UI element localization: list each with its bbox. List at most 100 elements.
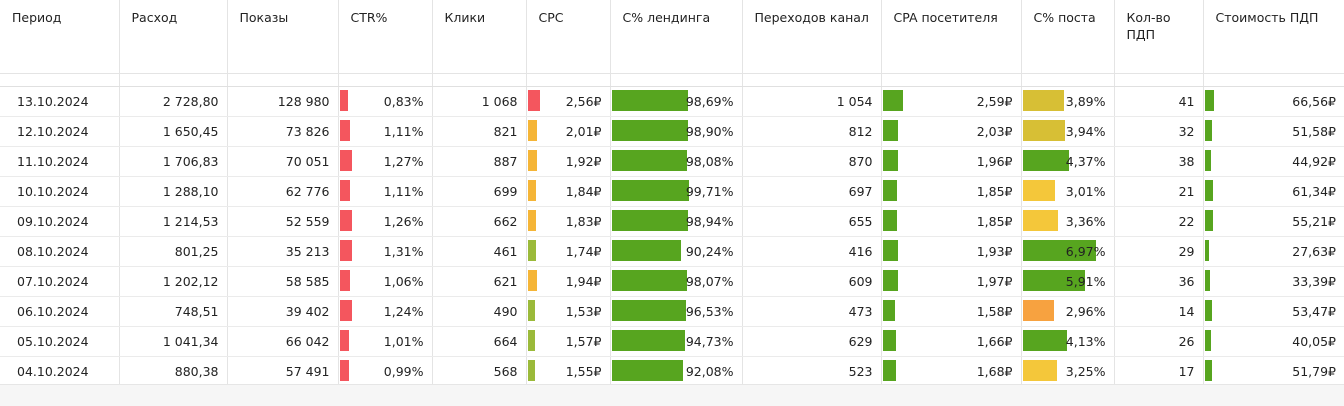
column-header-pdp-count[interactable]: Кол-во ПДП <box>1114 0 1204 74</box>
cell-pdp-count: 29 <box>1114 236 1204 267</box>
header-spacer <box>526 73 611 87</box>
table-row[interactable]: 05.10.2024 1 041,34 66 042 1,01% 664 1,57₽ 94,… <box>0 326 1344 357</box>
cell-pdp-cost: 51,79₽ <box>1203 356 1344 384</box>
column-header-landing[interactable]: С% лендинга <box>610 0 743 74</box>
data-bar-landing <box>611 180 689 201</box>
cell-cpc: 1,57₽ <box>526 326 611 357</box>
cell-cpa: 1,96₽ <box>881 146 1022 177</box>
cell-value: 3,94% <box>1065 124 1106 139</box>
cell-value: 55,21₽ <box>1292 214 1336 229</box>
cell-value: 1,68₽ <box>976 364 1013 379</box>
cell-value: 1,66₽ <box>976 334 1013 349</box>
column-header-impressions[interactable]: Показы <box>227 0 339 74</box>
header-spacer <box>227 73 339 87</box>
cell-clicks: 887 <box>432 146 527 177</box>
table-row[interactable]: 13.10.2024 2 728,80 128 980 0,83% 1 068 2,56₽… <box>0 86 1344 117</box>
column-header-cpc[interactable]: CPC <box>526 0 611 74</box>
cell-value: 96,53% <box>685 304 734 319</box>
table-row[interactable]: 07.10.2024 1 202,12 58 585 1,06% 621 1,94₽ 98,… <box>0 266 1344 297</box>
cell-value: 27,63₽ <box>1292 244 1336 259</box>
header-spacer <box>1021 73 1115 87</box>
table-row[interactable]: 09.10.2024 1 214,53 52 559 1,26% 662 1,83₽ 98,… <box>0 206 1344 237</box>
data-bar-post <box>1022 90 1064 111</box>
table-row[interactable]: 06.10.2024 748,51 39 402 1,24% 490 1,53₽ 96,53… <box>0 296 1344 327</box>
table-row[interactable]: 11.10.2024 1 706,83 70 051 1,27% 887 1,92₽ 98,… <box>0 146 1344 177</box>
cell-value: 3,01% <box>1065 184 1106 199</box>
data-bar-post <box>1022 270 1085 291</box>
cell-value: 66,56₽ <box>1292 94 1336 109</box>
cell-pdp-count: 22 <box>1114 206 1204 237</box>
data-bar-pdp-cost <box>1204 330 1211 351</box>
column-header-ctr[interactable]: CTR% <box>338 0 433 74</box>
cell-impressions: 62 776 <box>227 176 339 207</box>
cell-value: 1,94₽ <box>565 274 602 289</box>
cell-spend: 1 650,45 <box>119 116 228 147</box>
cell-clicks: 821 <box>432 116 527 147</box>
cell-landing: 94,73% <box>610 326 743 357</box>
bottom-strip <box>0 385 1344 406</box>
data-bar-post <box>1022 150 1069 171</box>
cell-cpa: 2,59₽ <box>881 86 1022 117</box>
cell-landing: 99,71% <box>610 176 743 207</box>
cell-value: 98,69% <box>685 94 734 109</box>
data-bar-ctr <box>339 150 352 171</box>
header-spacer <box>119 73 228 87</box>
table-row[interactable]: 12.10.2024 1 650,45 73 826 1,11% 821 2,01₽ 98,… <box>0 116 1344 147</box>
cell-ctr: 1,11% <box>338 116 433 147</box>
table-row[interactable]: 08.10.2024 801,25 35 213 1,31% 461 1,74₽ 90,24… <box>0 236 1344 267</box>
cell-transitions: 870 <box>742 146 882 177</box>
column-header-post[interactable]: С% поста <box>1021 0 1115 74</box>
cell-spend: 1 041,34 <box>119 326 228 357</box>
data-bar-ctr <box>339 360 349 381</box>
data-bar-ctr <box>339 300 352 321</box>
data-bar-landing <box>611 240 681 261</box>
cell-transitions: 1 054 <box>742 86 882 117</box>
cell-landing: 98,07% <box>610 266 743 297</box>
data-bar-ctr <box>339 330 349 351</box>
table-row[interactable]: 10.10.2024 1 288,10 62 776 1,11% 699 1,84₽ 99,… <box>0 176 1344 207</box>
cell-post: 4,13% <box>1021 326 1115 357</box>
cell-clicks: 490 <box>432 296 527 327</box>
cell-landing: 98,08% <box>610 146 743 177</box>
cell-clicks: 699 <box>432 176 527 207</box>
cell-value: 2,03₽ <box>976 124 1013 139</box>
cell-period: 06.10.2024 <box>0 296 120 327</box>
cell-clicks: 461 <box>432 236 527 267</box>
cell-value: 3,25% <box>1065 364 1106 379</box>
data-bar-landing <box>611 90 688 111</box>
cell-clicks: 621 <box>432 266 527 297</box>
cell-post: 3,25% <box>1021 356 1115 384</box>
data-bar-post <box>1022 360 1057 381</box>
cell-cpc: 1,94₽ <box>526 266 611 297</box>
cell-value: 98,90% <box>685 124 734 139</box>
cell-value: 1,57₽ <box>565 334 602 349</box>
table-body: 13.10.2024 2 728,80 128 980 0,83% 1 068 2,56₽… <box>0 86 1344 384</box>
data-bar-post <box>1022 300 1054 321</box>
cell-period: 10.10.2024 <box>0 176 120 207</box>
column-header-period[interactable]: Период <box>0 0 120 74</box>
cell-pdp-cost: 51,58₽ <box>1203 116 1344 147</box>
cell-post: 3,94% <box>1021 116 1115 147</box>
data-bar-ctr <box>339 120 350 141</box>
header-spacer <box>1203 73 1344 87</box>
data-bar-cpa <box>882 240 898 261</box>
cell-value: 90,24% <box>685 244 734 259</box>
column-header-clicks[interactable]: Клики <box>432 0 527 74</box>
cell-spend: 748,51 <box>119 296 228 327</box>
cell-value: 2,59₽ <box>976 94 1013 109</box>
cell-spend: 1 288,10 <box>119 176 228 207</box>
cell-spend: 1 202,12 <box>119 266 228 297</box>
column-header-pdp-cost[interactable]: Стоимость ПДП <box>1203 0 1344 74</box>
column-header-cpa[interactable]: CPA посетителя <box>881 0 1022 74</box>
column-header-transitions[interactable]: Переходов канал <box>742 0 882 74</box>
cell-post: 3,89% <box>1021 86 1115 117</box>
cell-value: 1,93₽ <box>976 244 1013 259</box>
cell-cpa: 1,58₽ <box>881 296 1022 327</box>
column-header-spend[interactable]: Расход <box>119 0 228 74</box>
cell-value: 0,83% <box>383 94 424 109</box>
cell-pdp-count: 41 <box>1114 86 1204 117</box>
table-row[interactable]: 04.10.2024 880,38 57 491 0,99% 568 1,55₽ 92,08… <box>0 356 1344 384</box>
data-bar-landing <box>611 210 688 231</box>
cell-landing: 96,53% <box>610 296 743 327</box>
cell-transitions: 523 <box>742 356 882 384</box>
